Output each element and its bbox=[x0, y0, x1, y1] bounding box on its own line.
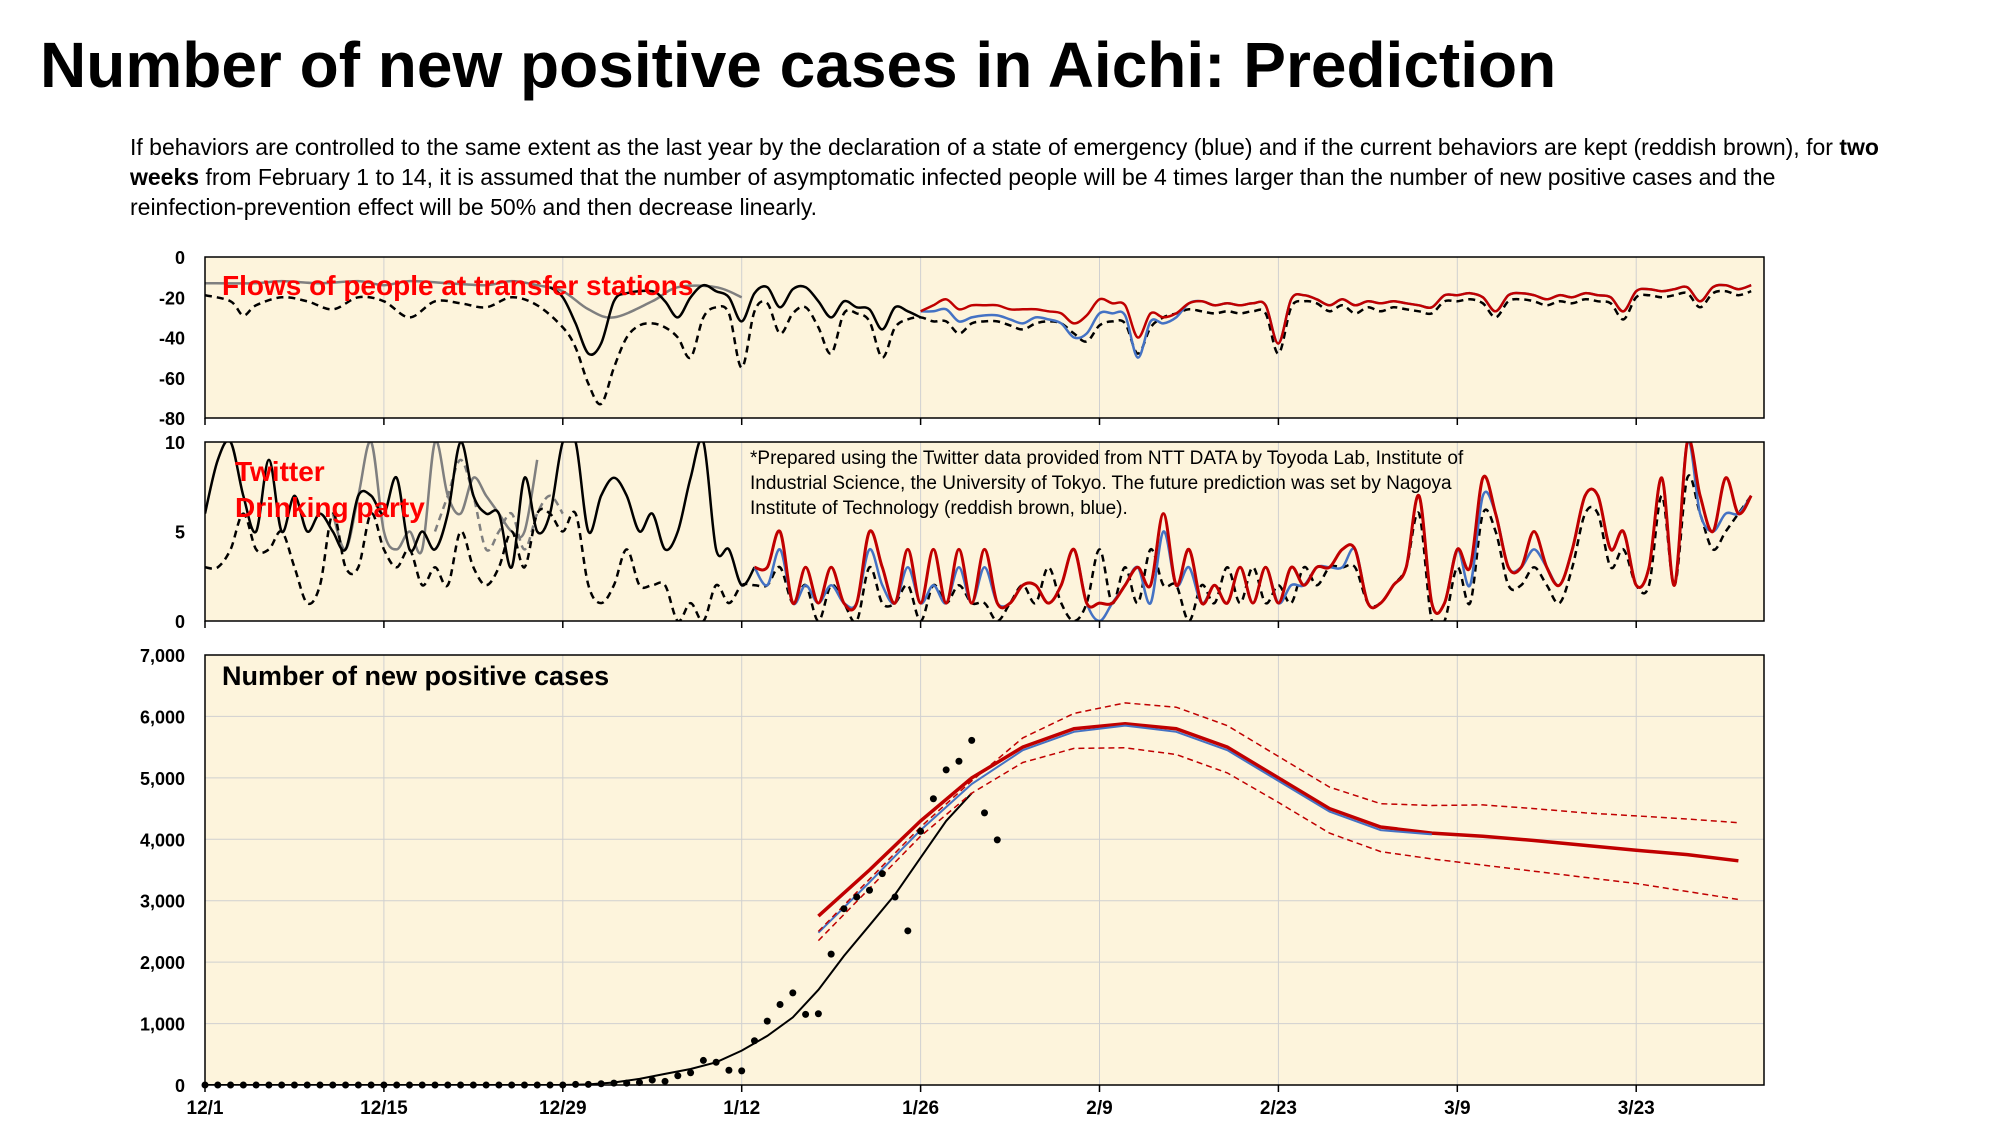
description-part2: from February 1 to 14, it is assumed tha… bbox=[130, 164, 1776, 220]
flows-series-line bbox=[205, 289, 1752, 406]
x-tick-label: 12/15 bbox=[360, 1098, 408, 1119]
cases-data-dot bbox=[674, 1072, 682, 1080]
cases-y-tick-label: 1,000 bbox=[140, 1015, 185, 1035]
flows-frame bbox=[204, 256, 1765, 419]
cases-data-dot bbox=[712, 1058, 720, 1066]
twitter-series-line bbox=[433, 458, 564, 552]
cases-data-dot bbox=[738, 1067, 746, 1075]
cases-data-dot bbox=[597, 1080, 605, 1088]
cases-y-tick-label: 2,000 bbox=[140, 953, 185, 973]
twitter-y-tick-label: 0 bbox=[175, 612, 185, 632]
twitter-series-line bbox=[754, 442, 1753, 615]
description-part1: If behaviors are controlled to the same … bbox=[130, 134, 1840, 160]
cases-data-dot bbox=[955, 757, 963, 765]
x-tick-label: 1/12 bbox=[723, 1098, 760, 1119]
cases-data-dot bbox=[750, 1037, 758, 1045]
x-tick-label: 1/26 bbox=[902, 1098, 939, 1119]
cases-y-tick-label: 4,000 bbox=[140, 830, 185, 850]
x-tick-label: 3/9 bbox=[1444, 1098, 1470, 1119]
cases-y-tick-label: 5,000 bbox=[140, 769, 185, 789]
cases-frame bbox=[204, 654, 1765, 1086]
flows-y-tick-label: -20 bbox=[159, 288, 185, 308]
cases-data-dot bbox=[942, 766, 950, 774]
cases-data-dot bbox=[763, 1017, 771, 1025]
cases-data-dot bbox=[687, 1069, 695, 1077]
cases-data-dot bbox=[891, 893, 899, 901]
cases-data-dot bbox=[853, 893, 861, 901]
cases-data-dot bbox=[840, 905, 848, 913]
cases-data-dot bbox=[878, 870, 886, 878]
twitter-series-line bbox=[205, 474, 1753, 621]
twitter-note-line: Industrial Science, the University of To… bbox=[750, 473, 1452, 494]
cases-data-dot bbox=[699, 1056, 707, 1064]
cases-plot-area bbox=[205, 655, 1764, 1085]
cases-data-dot bbox=[981, 809, 988, 817]
x-tick-label: 3/23 bbox=[1618, 1098, 1655, 1119]
cases-y-tick-label: 0 bbox=[175, 1076, 185, 1096]
description-bold: two weeks bbox=[130, 134, 1879, 190]
cases-data-dot bbox=[904, 927, 912, 935]
cases-y-tick-label: 7,000 bbox=[140, 646, 185, 666]
cases-data-dot bbox=[814, 1010, 822, 1018]
flows-y-tick-label: 0 bbox=[175, 248, 185, 268]
page-title: Number of new positive cases in Aichi: P… bbox=[40, 29, 1557, 101]
twitter-y-tick-label: 5 bbox=[175, 523, 185, 543]
cases-data-dot bbox=[917, 827, 925, 835]
flows-panel-title: Flows of people at transfer stations bbox=[222, 270, 693, 301]
twitter-y-tick-label: 10 bbox=[165, 433, 185, 453]
twitter-series-line bbox=[331, 442, 539, 555]
twitter-panel-title-line1: Twitter bbox=[235, 456, 325, 487]
cases-series-line bbox=[817, 702, 1739, 932]
cases-y-tick-label: 3,000 bbox=[140, 892, 185, 912]
cases-data-dot bbox=[865, 886, 873, 894]
x-tick-label: 2/9 bbox=[1086, 1098, 1112, 1119]
x-tick-label: 2/23 bbox=[1260, 1098, 1297, 1119]
cases-data-dot bbox=[725, 1066, 733, 1074]
cases-data-dot bbox=[827, 950, 835, 958]
cases-series-line bbox=[817, 747, 1739, 942]
flows-y-tick-label: -80 bbox=[159, 409, 185, 429]
cases-data-dot bbox=[802, 1010, 810, 1018]
cases-data-dot bbox=[776, 1001, 784, 1009]
twitter-frame bbox=[204, 441, 1765, 622]
flows-y-tick-label: -40 bbox=[159, 329, 185, 349]
cases-panel-title: Number of new positive cases bbox=[222, 661, 609, 691]
twitter-note-line: *Prepared using the Twitter data provide… bbox=[750, 448, 1464, 469]
x-tick-label: 12/29 bbox=[539, 1098, 587, 1119]
cases-y-tick-label: 6,000 bbox=[140, 707, 185, 727]
x-tick-label: 12/1 bbox=[187, 1098, 224, 1119]
cases-series-line bbox=[817, 722, 1739, 918]
twitter-note-line: Institute of Technology (reddish brown, … bbox=[750, 498, 1128, 519]
cases-data-dot bbox=[993, 836, 1001, 844]
cases-data-dot bbox=[661, 1077, 669, 1085]
cases-data-dot bbox=[968, 736, 976, 744]
twitter-plot-area bbox=[205, 442, 1764, 621]
description: If behaviors are controlled to the same … bbox=[130, 132, 1890, 222]
flows-y-tick-label: -60 bbox=[159, 369, 185, 389]
cases-data-dot bbox=[929, 795, 937, 803]
cases-data-dot bbox=[648, 1076, 656, 1084]
cases-data-dot bbox=[789, 989, 797, 997]
twitter-panel-title-line2: Drinking party bbox=[235, 492, 425, 523]
flows-series-line bbox=[205, 279, 743, 319]
flows-series-line bbox=[920, 283, 1752, 345]
twitter-series-line bbox=[205, 442, 756, 587]
flows-series-line bbox=[549, 283, 922, 356]
